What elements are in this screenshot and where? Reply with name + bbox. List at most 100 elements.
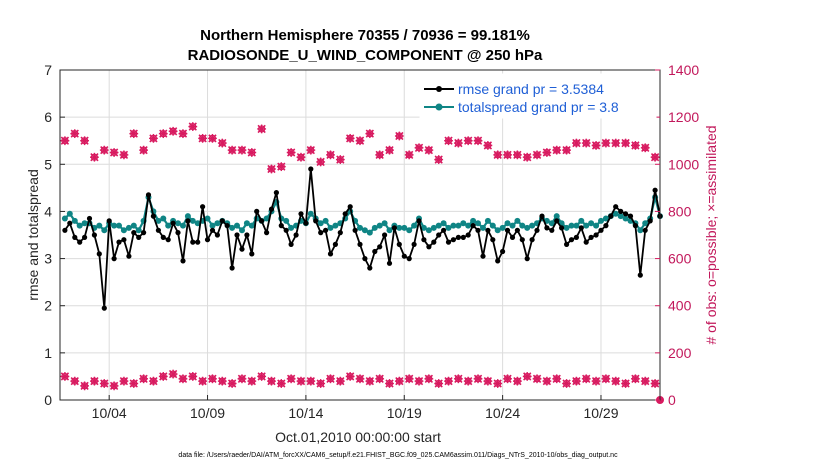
obs-marker: [326, 150, 335, 160]
obs-marker: [345, 372, 355, 381]
totalspread-point: [573, 222, 580, 229]
totalspread-point: [406, 227, 413, 234]
rmse-point: [342, 211, 348, 217]
totalspread-point: [160, 215, 167, 222]
rmse-point: [529, 237, 535, 243]
obs-marker: [512, 376, 522, 386]
totalspread-point: [204, 215, 211, 222]
rmse-point: [470, 223, 476, 229]
totalspread-point: [371, 224, 378, 231]
obs-marker: [109, 381, 119, 391]
totalspread-point: [401, 224, 408, 231]
rmse-point: [234, 232, 240, 238]
y-right-tick-label: 0: [668, 392, 676, 408]
plot-area: [60, 70, 660, 400]
y-right-tick-label: 1000: [668, 156, 699, 172]
obs-marker: [217, 376, 227, 386]
rmse-point: [131, 230, 137, 236]
obs-marker: [355, 136, 365, 146]
rmse-point: [278, 223, 284, 229]
rmse-point: [588, 234, 594, 240]
rmse-point: [254, 208, 260, 214]
obs-marker: [650, 379, 660, 388]
obs-marker: [503, 374, 512, 384]
rmse-point: [509, 234, 516, 240]
obs-marker: [444, 136, 453, 146]
rmse-point: [431, 239, 437, 245]
totalspread-point: [234, 222, 240, 229]
obs-marker: [385, 379, 394, 388]
rmse-point: [72, 234, 78, 240]
obs-marker: [276, 162, 286, 172]
obs-marker: [70, 376, 80, 386]
obs-marker: [208, 133, 217, 143]
obs-marker: [414, 376, 424, 386]
y-right-tick-label: 1400: [668, 62, 699, 78]
obs-marker: [434, 379, 444, 388]
rmse-point: [101, 305, 107, 311]
obs-marker: [562, 379, 571, 388]
obs-marker: [375, 374, 385, 384]
obs-marker: [247, 376, 257, 386]
rmse-point: [608, 213, 614, 219]
obs-marker: [286, 374, 296, 384]
chart-title: Northern Hemisphere 70355 / 70936 = 99.1…: [200, 27, 530, 44]
obs-marker: [286, 148, 296, 157]
totalspread-point: [155, 217, 162, 224]
obs-marker: [621, 379, 630, 388]
rmse-point: [249, 251, 255, 257]
rmse-point: [313, 218, 319, 224]
x-tick-label: 10/24: [485, 405, 520, 421]
rmse-point: [441, 227, 447, 233]
obs-marker: [463, 376, 473, 386]
rmse-point: [224, 223, 230, 229]
x-tick-label: 10/19: [387, 405, 422, 421]
totalspread-point: [322, 217, 329, 224]
totalspread-point: [243, 220, 250, 227]
obs-marker: [188, 372, 198, 381]
totalspread-point: [622, 215, 629, 222]
totalspread-point: [357, 224, 363, 231]
obs-marker: [247, 148, 257, 157]
obs-marker: [296, 152, 306, 162]
totalspread-point: [514, 217, 521, 224]
rmse-point: [445, 239, 452, 245]
obs-marker: [512, 150, 522, 160]
rmse-point: [273, 190, 279, 196]
obs-marker: [621, 138, 630, 148]
rmse-point: [170, 220, 176, 226]
totalspread-point: [101, 227, 108, 234]
obs-marker: [581, 138, 591, 148]
rmse-point: [185, 218, 191, 224]
obs-marker: [296, 376, 306, 386]
totalspread-point: [332, 222, 339, 229]
obs-marker: [267, 164, 276, 174]
data-file-footnote: data file: /Users/raeder/DAI/ATM_forcXX/…: [178, 452, 618, 459]
rmse-point: [121, 237, 127, 243]
rmse-point: [647, 218, 653, 224]
obs-marker: [562, 145, 571, 155]
rmse-point: [391, 225, 397, 231]
totalspread-point: [445, 224, 452, 231]
rmse-point: [155, 227, 161, 233]
totalspread-point: [598, 217, 604, 224]
totalspread-point: [489, 222, 496, 229]
obs-marker: [591, 376, 601, 386]
obs-marker: [99, 145, 109, 155]
obs-marker: [158, 372, 168, 381]
rmse-point: [91, 232, 97, 238]
rmse-point: [268, 206, 275, 212]
series-lines: [61, 166, 663, 311]
rmse-point: [544, 225, 550, 231]
legend: rmse grand pr = 3.5384 totalspread grand…: [419, 73, 657, 119]
rmse-point: [490, 237, 496, 243]
rmse-point: [106, 218, 112, 224]
rmse-point: [598, 227, 604, 233]
totalspread-point: [125, 224, 132, 231]
rmse-point: [111, 256, 117, 262]
rmse-point: [573, 234, 580, 240]
totalspread-point: [411, 222, 418, 229]
obs-marker: [463, 136, 473, 146]
rmse-point: [264, 230, 270, 236]
